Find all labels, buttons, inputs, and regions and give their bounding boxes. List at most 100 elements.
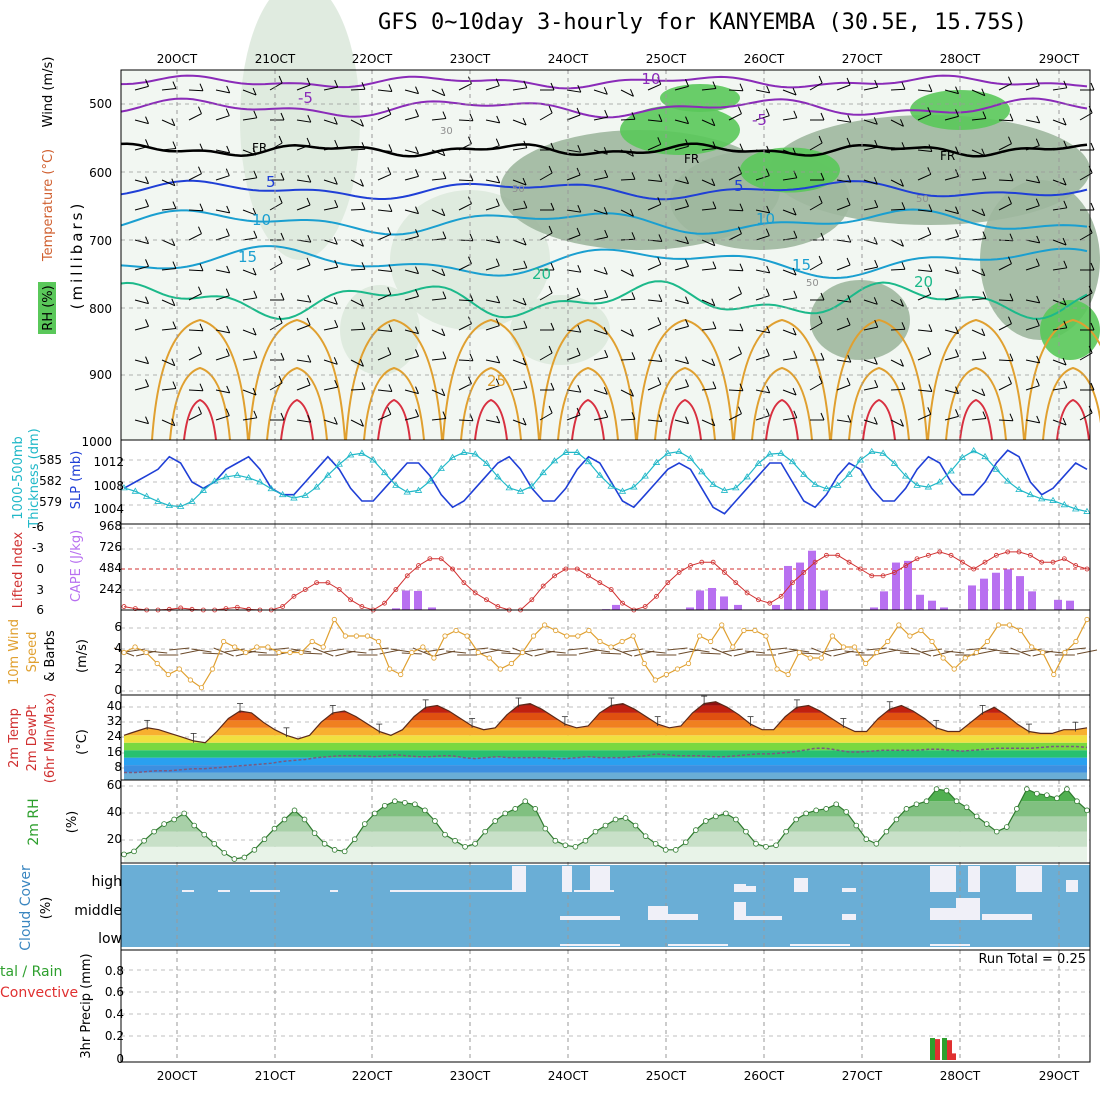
rh-region: [740, 147, 840, 193]
wind-barb: [512, 387, 527, 391]
rh2m-point: [1054, 795, 1060, 801]
wind10-point: [951, 666, 957, 672]
isotherm-30: [1042, 366, 1100, 441]
wind10-barb: [246, 650, 267, 654]
wind-barb: [809, 322, 823, 331]
wind-barb: [296, 299, 311, 303]
wind-barb: [917, 209, 932, 212]
wind-barb: [944, 269, 959, 275]
wind-barb-flag: [415, 409, 419, 417]
wind-barb-flag: [818, 135, 823, 144]
wind-barb: [350, 388, 366, 391]
wind-barb: [647, 359, 662, 362]
thickness-point: [822, 484, 831, 492]
wind-barb-flag: [441, 388, 446, 396]
wind10-point: [409, 649, 415, 656]
wind-barb: [836, 204, 851, 211]
wind-barb-flag: [550, 82, 555, 91]
thickness-point: [969, 446, 978, 454]
wind-barb-flag: [658, 294, 663, 302]
wind10-point: [918, 627, 924, 634]
rh2m-point: [321, 840, 328, 847]
rh2m-point: [823, 806, 829, 812]
wind-barb-flag: [280, 352, 285, 361]
wind10-barb: [977, 649, 998, 655]
isotherm-35: [668, 398, 702, 441]
label-rh50a: 50: [512, 184, 525, 195]
wind-barb: [863, 119, 878, 125]
wind-barb: [836, 299, 851, 303]
li-point: [302, 587, 308, 592]
top-date-label: 21OCT: [255, 52, 296, 66]
wind-barb-flag: [873, 177, 878, 185]
wind-barb: [242, 297, 257, 301]
wind10-point: [796, 649, 802, 656]
wind-barb-flag: [387, 347, 392, 355]
wind-barb-flag: [1062, 417, 1067, 426]
thickness-point: [868, 447, 876, 454]
precip-tick-0: 0: [116, 1052, 124, 1066]
wind-barb: [674, 265, 689, 271]
isotherm-25: [442, 318, 540, 441]
wind-barb-flag: [765, 348, 770, 356]
cape-tick-484: 484: [99, 561, 122, 575]
wind-barb: [566, 89, 581, 93]
wind10-barb: [921, 648, 943, 653]
wind-barb: [593, 89, 608, 95]
cape-bar: [808, 550, 816, 610]
wind-barb: [836, 384, 851, 391]
cloud-level-low: low: [98, 931, 122, 947]
wind-barb-flag: [793, 290, 798, 299]
wind-barb-flag: [873, 297, 878, 305]
wind-barb-flag: [1062, 117, 1067, 126]
wind-barb: [323, 119, 338, 125]
top-date-label: 27OCT: [842, 52, 883, 66]
precip-tick-0.2: 0.2: [105, 1029, 124, 1043]
bottom-date-axis: 20OCT 21OCT 22OCT 23OCT 24OCT 25OCT 26OCT 27OCT…: [157, 1069, 1080, 1083]
wind10-barb: [346, 650, 367, 654]
li-point: [733, 580, 739, 586]
wind10-barb: [501, 652, 522, 655]
rh2m-point: [993, 828, 1000, 835]
wind-barb: [134, 145, 149, 151]
thickness-point: [437, 464, 445, 471]
wind-barb: [539, 232, 553, 241]
wind-barb: [215, 115, 230, 121]
wind-barb: [701, 208, 716, 211]
cloud-level-high: high: [91, 874, 122, 890]
wind10-point: [486, 655, 492, 661]
wind-barb-flag: [360, 419, 364, 427]
isotherm-5: [120, 179, 1088, 201]
rh2m-point: [662, 847, 669, 853]
wind10-point: [209, 666, 216, 672]
cape-bar: [734, 604, 742, 610]
rh2m-point: [1084, 807, 1090, 814]
rh2m-point: [723, 810, 729, 817]
wind10-barb: [213, 647, 234, 657]
wind-barb-flag: [1009, 233, 1014, 241]
wind-barb-flag: [361, 202, 366, 210]
wind-barb: [512, 147, 527, 151]
wind-barb-flag: [793, 110, 798, 119]
wind-barb-flag: [495, 198, 500, 206]
thickness-point: [652, 458, 661, 465]
data-series: [113, 446, 1098, 1060]
cloud-block: [512, 866, 526, 892]
wind-barb: [674, 85, 689, 91]
wind-barb: [971, 238, 986, 241]
rh2m-point: [341, 848, 348, 855]
wind-barb: [944, 295, 959, 301]
li-point: [846, 559, 852, 565]
precip-conv-bar: [935, 1039, 940, 1060]
wind10-point: [553, 627, 559, 634]
wind-barb: [512, 327, 527, 331]
wind-barb-flag: [145, 176, 149, 184]
wind-barb: [755, 209, 770, 214]
rh2m-point: [452, 837, 458, 844]
li-point: [597, 580, 603, 586]
wind-barb-flag: [387, 287, 392, 295]
wind10-barb: [822, 648, 843, 653]
wind-barb: [701, 179, 715, 187]
wind-barb-flag: [631, 232, 636, 240]
wind-barb: [296, 84, 311, 91]
